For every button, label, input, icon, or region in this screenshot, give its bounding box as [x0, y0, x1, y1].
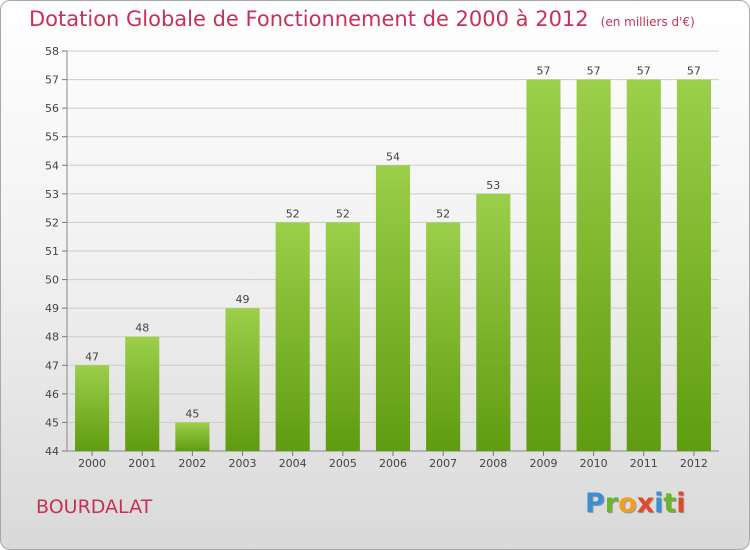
- unit-note: (en milliers d'€): [600, 15, 695, 29]
- bar: [75, 365, 110, 451]
- x-tick-label: 2009: [529, 457, 557, 470]
- y-axis-ticks: 44 45 46 47 48 49 50 51 52 53 54 55 56 57 58: [45, 45, 59, 458]
- x-tick-label: 2007: [429, 457, 457, 470]
- y-tick-label: 44: [45, 445, 59, 458]
- logo-letter: t: [663, 488, 677, 519]
- data-label: 57: [587, 65, 601, 78]
- y-tick-label: 51: [45, 245, 59, 258]
- logo-letter: i: [654, 488, 664, 519]
- bar: [175, 422, 210, 451]
- bar: [275, 222, 310, 451]
- x-tick-label: 2004: [279, 457, 307, 470]
- bar: [325, 222, 360, 451]
- x-tick-label: 2000: [78, 457, 106, 470]
- x-tick-label: 2011: [630, 457, 658, 470]
- logo-letter: x: [636, 488, 655, 519]
- y-tick-label: 58: [45, 45, 59, 58]
- data-label: 45: [185, 407, 199, 420]
- x-tick-label: 2003: [229, 457, 257, 470]
- y-tick-label: 49: [45, 302, 59, 315]
- y-tick-label: 45: [45, 416, 59, 429]
- data-label: 47: [85, 350, 99, 363]
- commune-name: BOURDALAT: [36, 496, 153, 518]
- y-tick-label: 52: [45, 216, 59, 229]
- x-tick-label: 2008: [479, 457, 507, 470]
- data-label: 49: [236, 293, 250, 306]
- logo-letter: r: [604, 488, 619, 519]
- y-tick-label: 50: [45, 274, 59, 287]
- x-tick-label: 2005: [329, 457, 357, 470]
- y-tick-label: 54: [45, 159, 59, 172]
- data-label: 52: [336, 207, 350, 220]
- y-tick-label: 55: [45, 131, 59, 144]
- bar: [626, 79, 661, 452]
- bar: [375, 165, 411, 452]
- proxiti-logo[interactable]: Proxiti: [585, 488, 686, 519]
- chart-title-text: Dotation Globale de Fonctionnement de 20…: [29, 7, 589, 31]
- data-label: 57: [536, 65, 550, 78]
- data-label: 48: [135, 322, 149, 335]
- logo-letter: i: [676, 488, 686, 519]
- bar: [426, 222, 461, 451]
- data-label: 57: [687, 65, 701, 78]
- x-axis-ticks: 2000 2001 2002 2003 2004 2005 2006 2007 2008 2009…: [78, 451, 708, 470]
- x-tick-label: 2002: [178, 457, 206, 470]
- data-label: 52: [286, 207, 300, 220]
- x-tick-label: 2010: [580, 457, 608, 470]
- y-tick-label: 56: [45, 102, 59, 115]
- data-label: 52: [436, 207, 450, 220]
- bars: [75, 79, 711, 452]
- bar: [676, 79, 711, 452]
- bar: [125, 336, 160, 451]
- y-tick-label: 53: [45, 188, 59, 201]
- bar: [526, 79, 561, 452]
- data-labels: 47 48 45 49 52 52 54 52 53 57 57 57 57: [85, 65, 701, 421]
- bar: [225, 308, 260, 451]
- logo-letter: o: [618, 488, 637, 519]
- data-label: 53: [486, 179, 500, 192]
- x-tick-label: 2006: [379, 457, 407, 470]
- chart-title: Dotation Globale de Fonctionnement de 20…: [29, 7, 695, 31]
- y-tick-label: 57: [45, 74, 59, 87]
- logo-letter: P: [585, 488, 605, 519]
- data-label: 57: [637, 65, 651, 78]
- x-tick-label: 2012: [680, 457, 708, 470]
- bar: [576, 79, 611, 452]
- data-label: 54: [386, 150, 400, 163]
- y-tick-label: 48: [45, 331, 59, 344]
- bar: [476, 193, 511, 451]
- x-tick-label: 2001: [128, 457, 156, 470]
- y-tick-label: 46: [45, 388, 59, 401]
- y-tick-label: 47: [45, 359, 59, 372]
